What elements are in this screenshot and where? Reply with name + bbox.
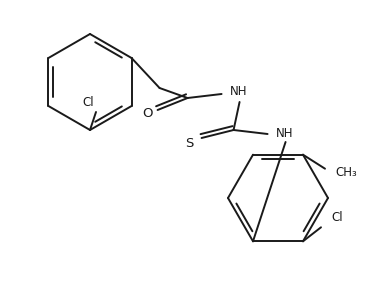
Text: NH: NH xyxy=(229,86,247,98)
Text: O: O xyxy=(142,107,153,121)
Text: Cl: Cl xyxy=(331,211,343,224)
Text: NH: NH xyxy=(276,128,293,140)
Text: CH₃: CH₃ xyxy=(335,166,357,179)
Text: Cl: Cl xyxy=(82,95,94,109)
Text: S: S xyxy=(185,138,194,150)
